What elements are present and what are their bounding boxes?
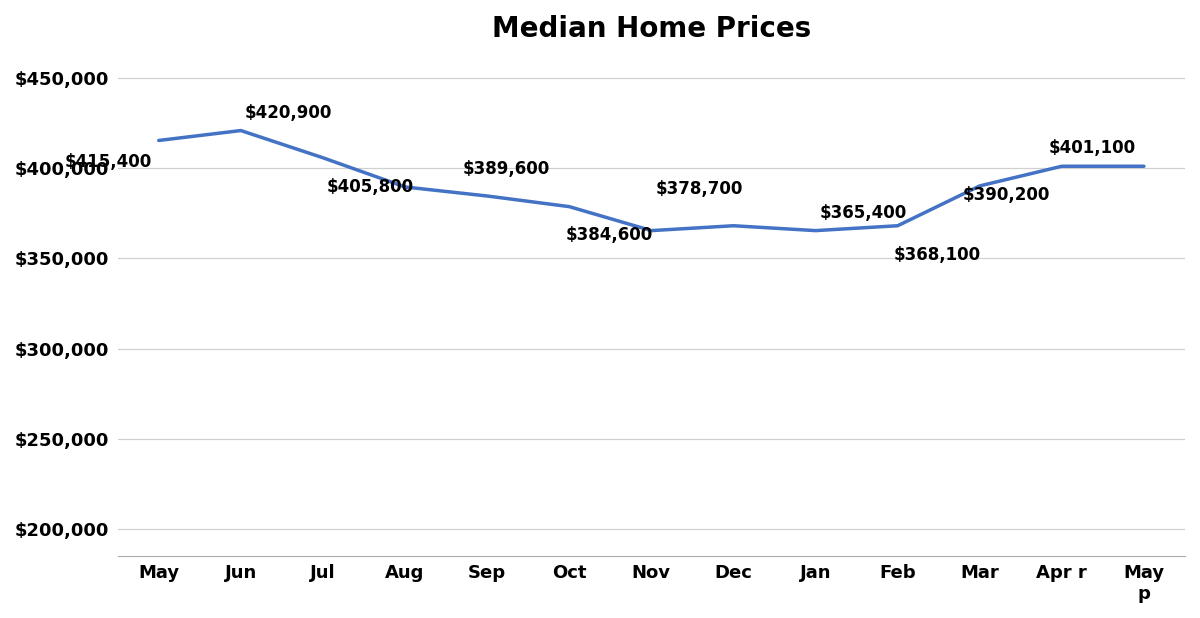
Text: $390,200: $390,200 [962, 186, 1050, 204]
Text: $405,800: $405,800 [328, 177, 414, 196]
Text: $384,600: $384,600 [565, 226, 653, 245]
Text: $368,100: $368,100 [894, 245, 980, 264]
Text: $420,900: $420,900 [245, 104, 332, 122]
Text: $378,700: $378,700 [655, 180, 743, 198]
Text: $401,100: $401,100 [1049, 139, 1135, 157]
Text: $389,600: $389,600 [462, 160, 550, 178]
Title: Median Home Prices: Median Home Prices [492, 15, 811, 43]
Text: $415,400: $415,400 [65, 153, 152, 171]
Text: $365,400: $365,400 [820, 203, 907, 222]
